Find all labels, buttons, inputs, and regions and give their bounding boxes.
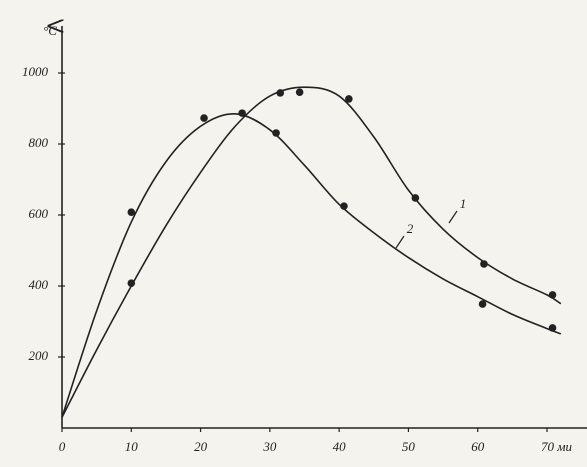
y-tick-label: 600 xyxy=(29,206,49,221)
data-point xyxy=(548,291,557,299)
data-point xyxy=(548,324,557,332)
data-point xyxy=(478,300,487,308)
data-point xyxy=(127,208,136,216)
x-tick-label: 50 xyxy=(402,439,416,454)
curve-label: 1 xyxy=(460,196,467,211)
curve-label-leader xyxy=(448,210,458,224)
y-tick-label: 400 xyxy=(29,277,49,292)
y-tick-label: 200 xyxy=(29,348,49,363)
data-point xyxy=(127,279,136,287)
curve-label: 2 xyxy=(407,221,414,236)
x-tick-label: 20 xyxy=(194,439,208,454)
data-point xyxy=(411,194,420,202)
data-point xyxy=(480,260,488,268)
x-tick-label: 70 ми xyxy=(541,439,573,454)
y-tick-label: 1000 xyxy=(22,64,49,79)
x-tick-label: 60 xyxy=(471,439,485,454)
data-point xyxy=(200,114,208,122)
x-tick-label: 0 xyxy=(59,439,66,454)
data-point xyxy=(272,129,280,137)
y-axis-label: °C xyxy=(43,23,57,38)
data-point xyxy=(238,109,246,117)
data-point xyxy=(276,89,285,97)
x-tick-label: 10 xyxy=(125,439,139,454)
curve xyxy=(61,86,562,418)
x-tick-label: 30 xyxy=(262,439,277,454)
x-tick-label: 40 xyxy=(333,439,347,454)
y-tick-label: 800 xyxy=(29,135,49,150)
curve xyxy=(61,113,562,418)
data-point xyxy=(340,202,348,210)
data-point xyxy=(345,95,353,103)
data-point xyxy=(295,88,304,96)
curve-label-leader xyxy=(395,235,405,249)
